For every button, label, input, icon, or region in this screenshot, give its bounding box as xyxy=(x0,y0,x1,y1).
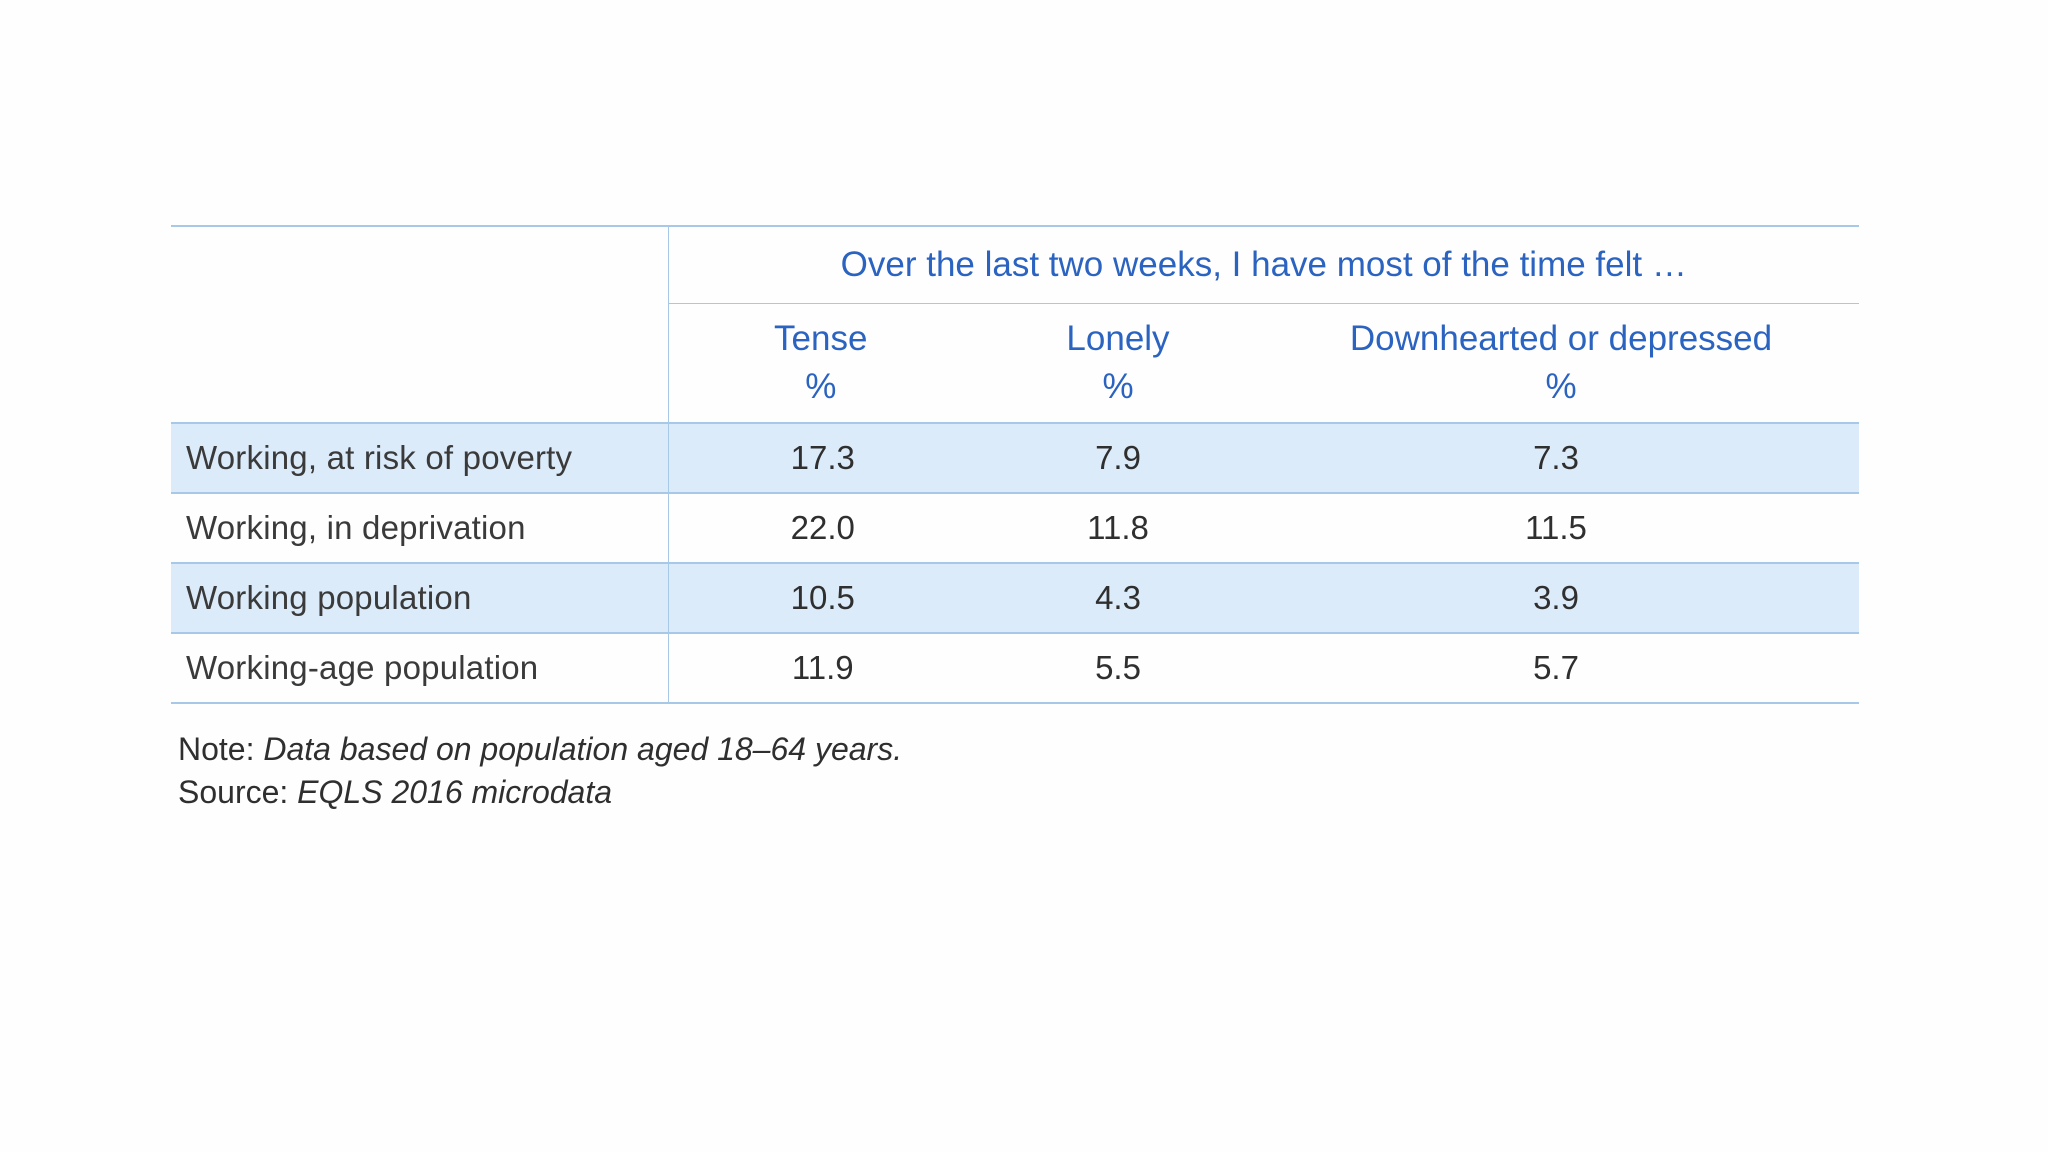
cell-downhearted: 7.3 xyxy=(1263,423,1860,494)
note-label: Note: xyxy=(178,731,255,767)
table-row: Working-age population 11.9 5.5 5.7 xyxy=(171,633,1860,704)
row-label: Working, at risk of poverty xyxy=(171,423,668,494)
source-line: Source: EQLS 2016 microdata xyxy=(178,771,902,814)
cell-lonely: 4.3 xyxy=(973,563,1263,634)
note-line: Note: Data based on population aged 18–6… xyxy=(178,728,902,771)
cell-tense: 10.5 xyxy=(667,563,973,634)
column-header-label: Tense xyxy=(774,319,868,358)
row-label: Working-age population xyxy=(171,633,668,704)
column-header-label: Downhearted or depressed xyxy=(1349,319,1773,358)
super-header-row: Over the last two weeks, I have most of … xyxy=(171,225,1860,424)
row-label: Working, in deprivation xyxy=(171,493,668,564)
source-label: Source: xyxy=(178,774,289,810)
cell-lonely: 5.5 xyxy=(973,633,1263,704)
cell-tense: 22.0 xyxy=(667,493,973,564)
column-header-unit: % xyxy=(1102,367,1134,406)
cell-downhearted: 5.7 xyxy=(1263,633,1860,704)
table-notes: Note: Data based on population aged 18–6… xyxy=(178,728,902,814)
table-row: Working, at risk of poverty 17.3 7.9 7.3 xyxy=(171,423,1860,494)
data-table: Over the last two weeks, I have most of … xyxy=(171,225,1860,704)
cell-lonely: 7.9 xyxy=(973,423,1263,494)
cell-downhearted: 11.5 xyxy=(1263,493,1860,564)
cell-tense: 11.9 xyxy=(667,633,973,704)
table-container: Over the last two weeks, I have most of … xyxy=(171,225,1860,704)
column-header-lonely: Lonely % xyxy=(973,303,1263,424)
column-header-label: Lonely xyxy=(1066,319,1170,358)
column-header-unit: % xyxy=(1545,367,1577,406)
cell-lonely: 11.8 xyxy=(973,493,1263,564)
super-header: Over the last two weeks, I have most of … xyxy=(667,225,1860,304)
table-row: Working, in deprivation 22.0 11.8 11.5 xyxy=(171,493,1860,564)
column-header-tense: Tense % xyxy=(667,303,973,424)
column-header-row: Tense % Lonely % Downhearted or depresse… xyxy=(171,303,1860,424)
source-text: EQLS 2016 microdata xyxy=(297,774,613,810)
column-header-downhearted: Downhearted or depressed % xyxy=(1263,303,1860,424)
note-text: Data based on population aged 18–64 year… xyxy=(263,731,903,767)
corner-cell xyxy=(171,225,668,424)
cell-tense: 17.3 xyxy=(667,423,973,494)
row-label: Working population xyxy=(171,563,668,634)
table-row: Working population 10.5 4.3 3.9 xyxy=(171,563,1860,634)
column-header-unit: % xyxy=(805,367,837,406)
cell-downhearted: 3.9 xyxy=(1263,563,1860,634)
